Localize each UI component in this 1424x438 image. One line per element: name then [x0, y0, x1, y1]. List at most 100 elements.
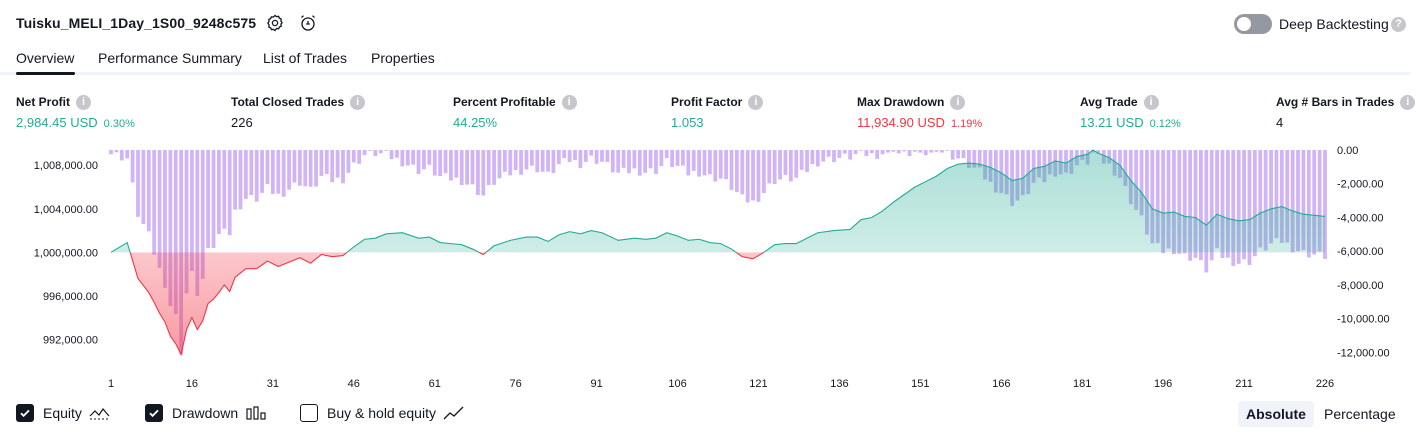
drawdown-bar: [190, 150, 194, 272]
drawdown-bar: [1225, 150, 1230, 258]
tab-list-of-trades[interactable]: List of Trades: [263, 50, 348, 66]
right-axis-tick: -4,000.00: [1337, 212, 1383, 224]
drawdown-bar: [805, 150, 809, 173]
equity-line-positive: [110, 149, 1326, 253]
drawdown-bar: [799, 150, 804, 170]
drawdown-bar: [810, 150, 815, 165]
legend-buy-hold-equity[interactable]: Buy & hold equity: [300, 404, 465, 422]
right-axis-tick: -10,000.00: [1337, 314, 1390, 326]
drawdown-bar: [1004, 150, 1009, 195]
x-axis-tick: 121: [749, 378, 767, 390]
info-icon[interactable]: i: [748, 94, 764, 110]
drawdown-bar: [724, 150, 728, 180]
drawdown-bar: [983, 150, 987, 180]
info-icon[interactable]: i: [1400, 94, 1416, 110]
drawdown-bar: [1031, 150, 1036, 183]
equity-drawdown-chart[interactable]: 1,008,000.00 1,004,000.00 1,000,000.00 996,…: [0, 140, 1424, 395]
info-icon[interactable]: i: [1143, 94, 1159, 110]
legend-label: Drawdown: [172, 405, 239, 421]
info-icon[interactable]: i: [76, 94, 91, 110]
drawdown-bar: [1220, 150, 1225, 259]
drawdown-bar: [459, 150, 464, 185]
drawdown-bar: [940, 150, 944, 153]
drawdown-bar: [567, 150, 572, 162]
equity-checkbox[interactable]: [16, 404, 34, 422]
drawdown-bar: [217, 150, 221, 235]
drawdown-bar: [341, 150, 345, 184]
drawdown-bar: [497, 150, 502, 179]
drawdown-bar: [389, 150, 394, 160]
metric-label: Percent Profitable: [453, 95, 556, 109]
drawdown-bar: [691, 150, 696, 171]
drawdown-bar: [605, 150, 610, 163]
drawdown-bar: [319, 150, 324, 177]
metric-label: Avg # Bars in Trades: [1276, 95, 1395, 109]
drawdown-bar: [529, 150, 534, 166]
drawdown-bar: [206, 150, 211, 249]
info-icon[interactable]: i: [561, 94, 577, 110]
help-icon[interactable]: ?: [1391, 17, 1406, 32]
drawdown-bar: [1290, 150, 1295, 253]
drawdown-bar: [729, 150, 734, 190]
drawdown-bar: [519, 150, 523, 175]
drawdown-bar: [562, 150, 567, 159]
drawdown-bar: [621, 150, 626, 168]
drawdown-bar: [449, 150, 453, 181]
drawdown-bar: [443, 150, 448, 174]
settings-icon[interactable]: [265, 13, 285, 33]
tab-performance-summary[interactable]: Performance Summary: [98, 50, 242, 66]
drawdown-bar: [761, 150, 766, 194]
drawdown-bar: [470, 150, 475, 185]
drawdown-bar: [513, 150, 518, 171]
drawdown-bar: [227, 150, 232, 236]
drawdown-bar: [368, 150, 372, 151]
drawdown-bar: [880, 150, 885, 155]
drawdown-bar: [222, 150, 227, 229]
drawdown-bar: [891, 150, 896, 152]
buy-hold-checkbox[interactable]: [300, 404, 318, 422]
drawdown-bar: [195, 150, 200, 297]
drawdown-bar: [918, 150, 923, 153]
tab-overview[interactable]: Overview: [16, 50, 75, 66]
x-axis-tick: 211: [1235, 378, 1253, 390]
drawdown-bar: [1296, 150, 1300, 252]
right-axis-tick: -6,000.00: [1337, 246, 1383, 258]
drawdown-bar: [1252, 150, 1257, 257]
absolute-button[interactable]: Absolute: [1238, 401, 1314, 427]
tab-properties[interactable]: Properties: [371, 50, 435, 66]
drawdown-bar: [1134, 150, 1139, 210]
percentage-button[interactable]: Percentage: [1324, 406, 1396, 422]
drawdown-checkbox[interactable]: [145, 404, 163, 422]
drawdown-bar: [1209, 150, 1214, 261]
drawdown-bar: [950, 150, 955, 160]
metric-value: 1.053: [671, 115, 704, 130]
drawdown-bar: [1188, 150, 1193, 261]
drawdown-bar: [767, 150, 772, 184]
legend-drawdown[interactable]: Drawdown: [145, 404, 267, 422]
drawdown-bar: [718, 150, 723, 179]
drawdown-bar: [276, 150, 281, 194]
drawdown-bar: [686, 150, 691, 176]
drawdown-bar: [109, 150, 113, 155]
drawdown-bar: [168, 150, 173, 306]
drawdown-bar: [1128, 150, 1133, 205]
drawdown-bar: [675, 150, 680, 166]
info-icon[interactable]: i: [350, 94, 366, 110]
drawdown-bar: [1274, 150, 1279, 239]
drawdown-bar: [573, 150, 577, 160]
deep-backtesting-toggle[interactable]: [1234, 14, 1272, 34]
add-alert-icon[interactable]: [298, 13, 318, 33]
drawdown-bar: [945, 150, 950, 151]
drawdown-bar: [1150, 150, 1155, 244]
drawdown-bar: [1312, 150, 1317, 255]
legend-equity[interactable]: Equity: [16, 404, 111, 422]
drawdown-bar: [395, 150, 399, 158]
toggle-knob: [1237, 17, 1251, 31]
drawdown-bar: [913, 150, 917, 152]
drawdown-bar: [535, 150, 540, 173]
drawdown-bar: [287, 150, 291, 190]
right-axis: 0.00 -2,000.00 -4,000.00 -6,000.00 -8,000.00…: [1337, 145, 1390, 359]
info-icon[interactable]: i: [950, 94, 966, 110]
drawdown-bar: [664, 150, 669, 159]
drawdown-bar: [875, 150, 880, 159]
